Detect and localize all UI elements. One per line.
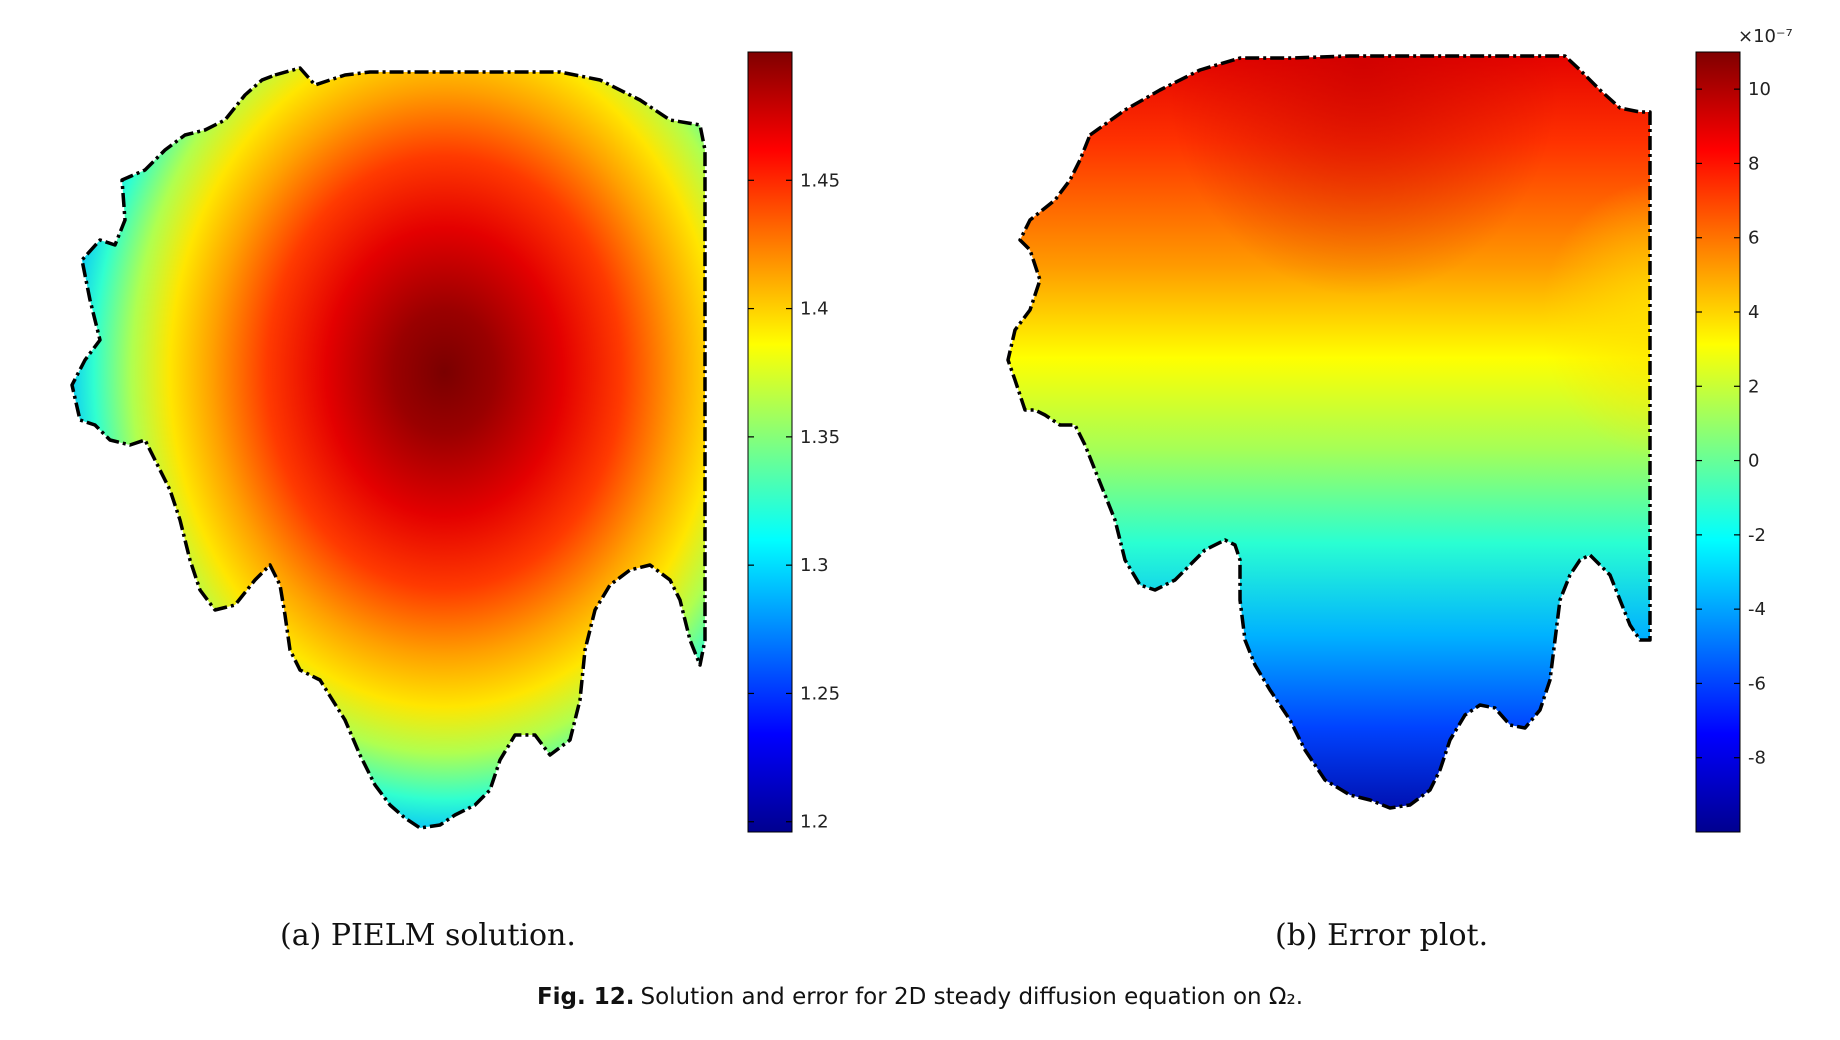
colorbar-a: 1.2 1.25 1.3 1.35 1.4 1.45 (747, 51, 840, 833)
colorbar-b-tick-label: -4 (1748, 599, 1766, 620)
colorbar-b-tick-label: 8 (1748, 153, 1759, 174)
colorbar-a-tick-label: 1.25 (800, 683, 840, 704)
subcaption-b: (b) Error plot. (1275, 918, 1489, 953)
colorbar-b-tick-label: 4 (1748, 302, 1759, 323)
colorbar-a-ticks: 1.2 1.25 1.3 1.35 1.4 1.45 (748, 170, 840, 833)
colorbar-a-tick-label: 1.2 (800, 812, 829, 833)
colorbar-a-tick-label: 1.35 (800, 427, 840, 448)
panel-a: 1.2 1.25 1.3 1.35 1.4 1.45 (70, 51, 840, 833)
colorbar-b-tick-label: -8 (1748, 748, 1766, 769)
domain-boundary-a (70, 66, 707, 830)
colorbar-b-exponent: ×10⁻⁷ (1738, 26, 1793, 47)
colorbar-b-tick-label: 2 (1748, 376, 1759, 397)
colorbar-a-tick-label: 1.45 (800, 170, 840, 191)
figure-caption: Fig. 12. Solution and error for 2D steady… (0, 984, 1840, 1010)
solution-field-a (72, 68, 705, 828)
colorbar-b-ticks: 10 8 6 4 2 0 -2 -4 -6 -8 (1696, 79, 1771, 769)
colorbar-b-tick-label: -2 (1748, 525, 1766, 546)
colorbar-a-tick-label: 1.3 (800, 555, 829, 576)
subcaption-a: (a) PIELM solution. (280, 918, 576, 953)
error-field-b (1008, 56, 1650, 808)
colorbar-b: ×10⁻⁷ 10 8 6 4 2 0 -2 -4 -6 -8 (1695, 26, 1793, 833)
colorbar-a-tick-label: 1.4 (800, 299, 829, 320)
panel-b: ×10⁻⁷ 10 8 6 4 2 0 -2 -4 -6 -8 (1006, 26, 1793, 833)
colorbar-b-tick-label: -6 (1748, 673, 1766, 694)
colorbar-b-tick-label: 6 (1748, 228, 1759, 249)
colorbar-a-bar (747, 51, 793, 833)
colorbar-b-tick-label: 0 (1748, 451, 1759, 472)
caption-text: Solution and error for 2D steady diffusi… (640, 984, 1304, 1010)
colorbar-b-bar (1695, 51, 1741, 833)
domain-boundary-b (1006, 54, 1652, 810)
colorbar-b-tick-label: 10 (1748, 79, 1771, 100)
caption-label: Fig. 12. (536, 984, 635, 1010)
